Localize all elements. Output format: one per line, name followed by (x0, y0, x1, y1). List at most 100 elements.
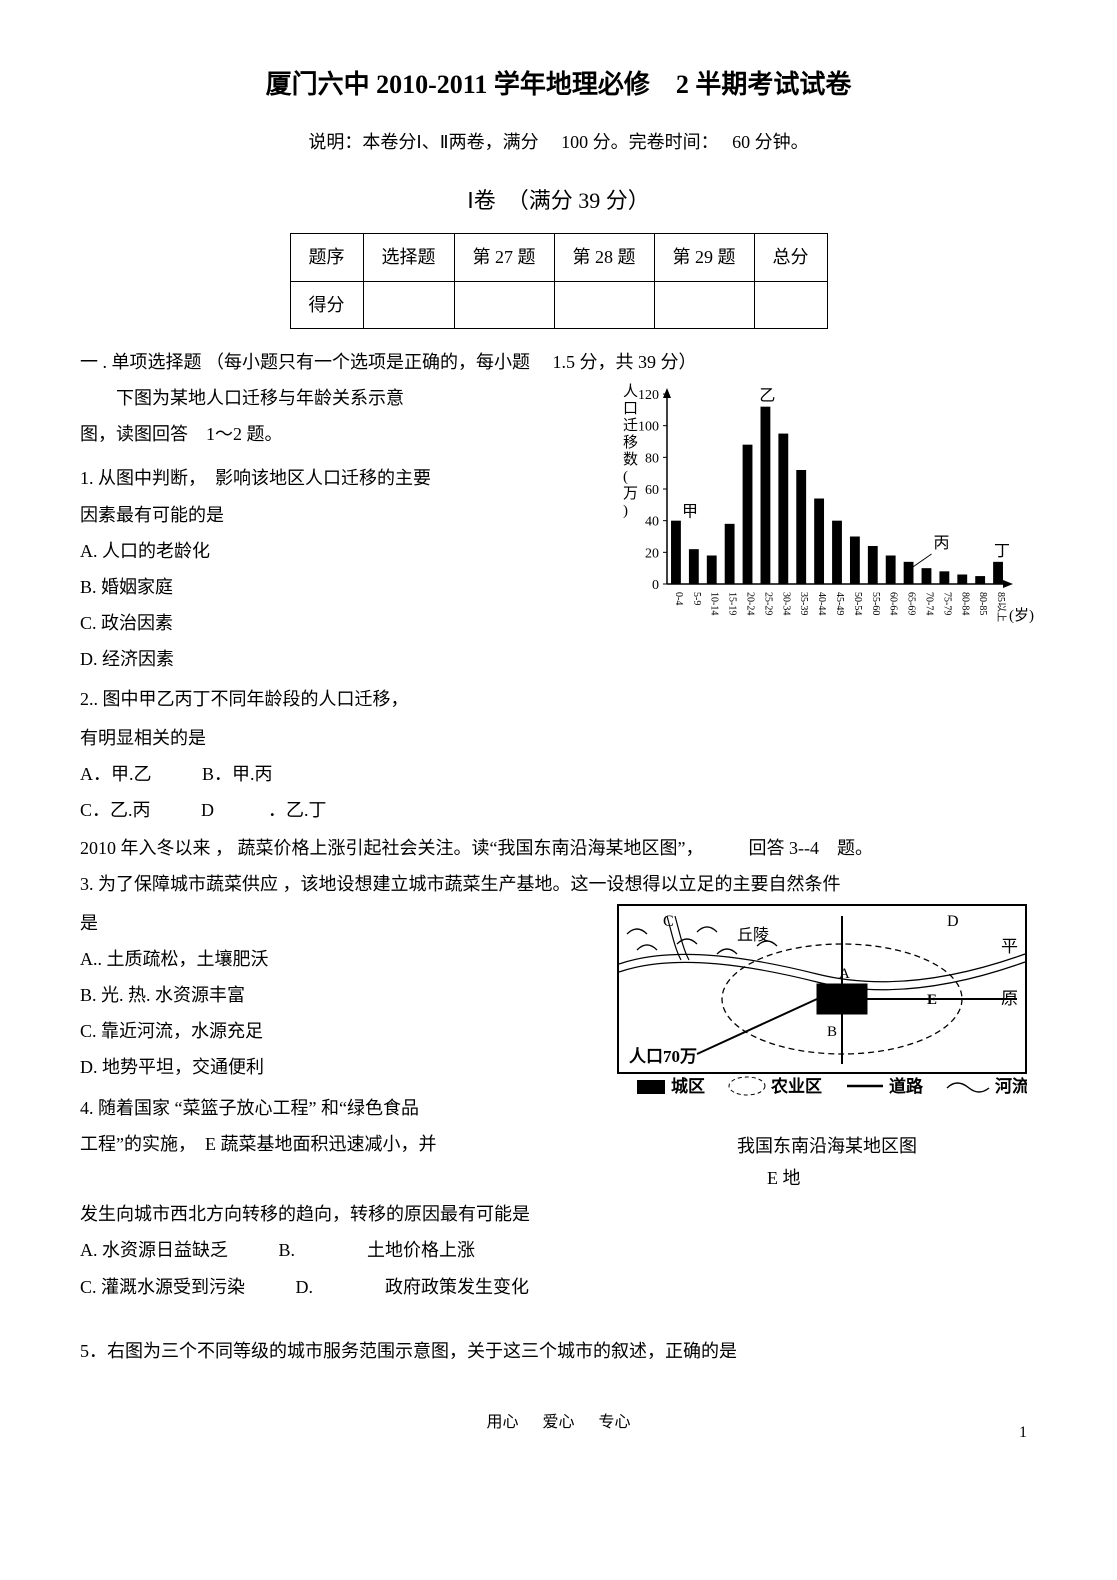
svg-text:40-44: 40-44 (816, 592, 827, 615)
intro2: 2010 年入冬以来 ， 蔬菜价格上涨引起社会关注。读“我国东南沿海某地区图”，… (80, 831, 1037, 865)
exam-title: 厦门六中 2010-2011 学年地理必修 2 半期考试试卷 (80, 60, 1037, 109)
score-row-label: 得分 (290, 281, 363, 328)
q3-stem2: 是 (80, 906, 617, 940)
svg-text:平: 平 (1001, 937, 1018, 956)
q3-D: D. 地势平坦，交通便利 (80, 1050, 617, 1084)
svg-text:原: 原 (1001, 989, 1018, 1008)
svg-text:65-69: 65-69 (906, 592, 917, 615)
svg-text:农业区: 农业区 (770, 1076, 822, 1096)
score-value-row: 得分 (290, 281, 827, 328)
svg-text:5-9: 5-9 (691, 592, 702, 605)
score-h5: 总分 (754, 234, 827, 281)
score-c1 (454, 281, 554, 328)
svg-text:85以上: 85以上 (995, 592, 1007, 622)
svg-text:120: 120 (638, 388, 659, 403)
q3-C: C. 靠近河流，水源充足 (80, 1014, 617, 1048)
svg-text:(: ( (623, 469, 628, 485)
svg-text:50-54: 50-54 (852, 592, 863, 615)
svg-text:D: D (947, 913, 959, 930)
svg-text:80-84: 80-84 (959, 592, 970, 615)
svg-text:15-19: 15-19 (727, 592, 738, 615)
exam-subtitle: 说明：本卷分Ⅰ、Ⅱ两卷，满分 100 分。完卷时间： 60 分钟。 (80, 125, 1037, 159)
svg-text:60-64: 60-64 (888, 592, 899, 615)
svg-text:10-14: 10-14 (709, 592, 720, 615)
q2-B: B．甲.丙 (202, 757, 273, 791)
q1-D: D. 经济因素 (80, 642, 607, 676)
q2-D: D ．乙.丁 (201, 793, 327, 827)
score-c0 (363, 281, 454, 328)
svg-text:口: 口 (623, 401, 638, 417)
svg-text:70-74: 70-74 (923, 592, 934, 615)
q4-C: C. 灌溉水源受到污染 (80, 1270, 245, 1304)
q2-stem2: 有明显相关的是 (80, 721, 1037, 755)
svg-text:25-29: 25-29 (762, 592, 773, 615)
section-1-title: Ⅰ卷 （满分 39 分） (80, 180, 1037, 222)
score-h2: 第 27 题 (454, 234, 554, 281)
q4-B: B. 土地价格上涨 (279, 1233, 476, 1267)
svg-text:人口70万: 人口70万 (629, 1047, 697, 1066)
region-map-block: CDABE丘陵平原人口70万城区农业区道路河流 我国东南沿海某地区图 E 地 (617, 904, 1037, 1196)
q1-B: B. 婚姻家庭 (80, 570, 607, 604)
q1-C: C. 政治因素 (80, 606, 607, 640)
svg-text:万: 万 (623, 486, 638, 502)
part1-heading-line: 一 . 单项选择题 （每小题只有一个选项是正确的，每小题 1.5 分，共 39 … (80, 345, 1037, 379)
q2-row2: C．乙.丙 D ．乙.丁 (80, 793, 1037, 827)
page-number: 1 (80, 1418, 1037, 1448)
subtitle-time: 60 (732, 132, 750, 152)
q1-stem2: 因素最有可能的是 (80, 498, 607, 532)
subtitle-suffix: 分钟。 (755, 132, 809, 152)
svg-text:城区: 城区 (671, 1077, 705, 1096)
subtitle-score: 100 (561, 132, 588, 152)
q4-row1: A. 水资源日益缺乏 B. 土地价格上涨 (80, 1233, 1037, 1267)
svg-text:35-39: 35-39 (798, 592, 809, 615)
svg-text:人: 人 (623, 383, 638, 400)
svg-text:A: A (839, 966, 850, 982)
score-header-row: 题序 选择题 第 27 题 第 28 题 第 29 题 总分 (290, 234, 827, 281)
q2-C: C．乙.丙 (80, 793, 151, 827)
q2-stem1: 2.. 图中甲乙丙丁不同年龄段的人口迁移， (80, 682, 607, 716)
svg-text:100: 100 (638, 420, 659, 435)
svg-text:甲: 甲 (682, 504, 698, 521)
q3-stem1: 3. 为了保障城市蔬菜供应 ，该地设想建立城市蔬菜生产基地。这一设想得以立足的主… (80, 867, 1037, 901)
svg-text:20: 20 (645, 546, 659, 561)
q4-stem3: 发生向城市西北方向转移的趋向，转移的原因最有可能是 (80, 1197, 1037, 1231)
subtitle-mid: 分。完卷时间： (593, 132, 728, 152)
svg-text:80: 80 (645, 451, 659, 466)
svg-text:55-60: 55-60 (870, 592, 881, 615)
score-c4 (754, 281, 827, 328)
region-map-svg: CDABE丘陵平原人口70万城区农业区道路河流 (617, 904, 1027, 1104)
svg-text:0-4: 0-4 (673, 592, 684, 605)
score-h0: 题序 (290, 234, 363, 281)
q3-B: B. 光. 热. 水资源丰富 (80, 978, 617, 1012)
q1-A: A. 人口的老龄化 (80, 534, 607, 568)
score-h1: 选择题 (363, 234, 454, 281)
svg-text:): ) (623, 503, 628, 519)
migration-chart: 0 20 40 60 80 100 120人口迁移数(万) 0-4 5-9 10-14 15-19 2… (607, 379, 1037, 650)
svg-text:移: 移 (623, 434, 638, 451)
svg-text:C: C (663, 913, 674, 930)
svg-text:75-79: 75-79 (941, 592, 952, 615)
svg-text:30-34: 30-34 (780, 592, 791, 615)
part1-heading: 一 . 单项选择题 (80, 352, 202, 372)
intro1b: 图，读图回答 1～2 题。 (80, 417, 607, 451)
score-c2 (554, 281, 654, 328)
q3-A: A.. 土质疏松，土壤肥沃 (80, 942, 617, 976)
svg-text:45-49: 45-49 (834, 592, 845, 615)
q2-A: A．甲.乙 (80, 757, 152, 791)
map-caption-2: E 地 (767, 1161, 1037, 1195)
part1-note: （每小题只有一个选项是正确的，每小题 1.5 分，共 39 分） (206, 352, 697, 372)
svg-text:丙: 丙 (934, 535, 950, 552)
q2-row1: A．甲.乙 B．甲.丙 (80, 757, 1037, 791)
svg-text:80-85: 80-85 (977, 592, 988, 615)
intro1a: 下图为某地人口迁移与年龄关系示意 (80, 381, 607, 415)
svg-text:40: 40 (645, 515, 659, 530)
svg-text:道路: 道路 (889, 1076, 924, 1096)
map-caption-1: 我国东南沿海某地区图 (617, 1129, 1037, 1163)
bar-chart-svg: 0 20 40 60 80 100 120人口迁移数(万) 0-4 5-9 10-14 15-19 2… (607, 379, 1037, 639)
svg-text:0: 0 (652, 578, 659, 593)
svg-text:数: 数 (623, 451, 638, 468)
svg-text:迁: 迁 (623, 417, 638, 434)
svg-text:乙: 乙 (759, 388, 775, 405)
svg-text:60: 60 (645, 483, 659, 498)
q4-D: D. 政府政策发生变化 (296, 1270, 530, 1304)
